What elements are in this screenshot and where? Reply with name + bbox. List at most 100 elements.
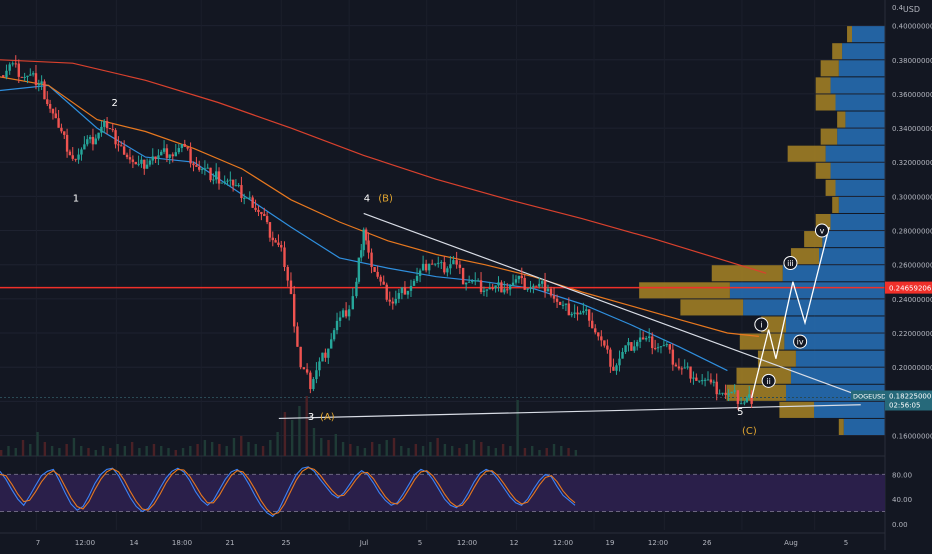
volume-bar: [523, 448, 527, 456]
volume-bar: [327, 440, 330, 456]
candle-body: [195, 165, 198, 167]
candle-body: [217, 171, 221, 184]
stoch-line: [0, 467, 576, 516]
volume-bar: [43, 442, 47, 456]
candle-body: [430, 263, 434, 265]
candle-body: [344, 310, 348, 317]
volume-profile-up: [830, 77, 885, 94]
candle-body: [80, 149, 83, 155]
volume-bar: [181, 448, 185, 456]
price-tick-label: 0.34000000: [892, 125, 932, 133]
candle-body: [120, 145, 123, 147]
candle-body: [162, 148, 166, 152]
candle-body: [621, 351, 624, 359]
volume-bar: [378, 444, 381, 456]
candle-body: [148, 160, 152, 165]
candle-body: [171, 154, 174, 157]
candle-body: [677, 366, 681, 369]
candle-body: [192, 163, 195, 166]
volume-profile-down: [815, 162, 831, 179]
volume-profile-up: [852, 26, 885, 43]
price-tick-label: 0.32000000: [892, 159, 932, 167]
volume-bar: [400, 446, 403, 456]
candle-body: [523, 278, 526, 290]
volume-bar: [247, 442, 250, 456]
volume-profile-down: [739, 333, 785, 350]
candle-body: [157, 155, 160, 159]
candle-body: [318, 361, 321, 371]
candle-body: [400, 287, 404, 294]
candle-body: [471, 281, 474, 283]
candle-body: [347, 309, 351, 317]
candle-body: [653, 348, 657, 350]
candle-body: [549, 288, 553, 296]
volume-bar: [225, 446, 228, 456]
candle-body: [736, 390, 740, 404]
candle-body: [656, 347, 660, 349]
volume-bar: [487, 446, 490, 456]
time-tick-label: 14: [130, 539, 139, 547]
candle-body: [745, 397, 748, 403]
volume-bar: [254, 444, 257, 456]
candle-body: [37, 83, 40, 86]
candle-body: [327, 348, 330, 358]
volume-bar: [116, 444, 119, 456]
volume-profile-down: [680, 299, 744, 316]
wave-circle-label: ii: [766, 377, 770, 386]
wave-label: 5: [737, 407, 743, 418]
candle-body: [671, 349, 675, 365]
volume-bar: [509, 446, 512, 456]
candle-body: [458, 264, 462, 268]
wave-label: (B): [378, 194, 393, 205]
volume-bar: [298, 406, 301, 456]
time-tick-label: 25: [282, 539, 291, 547]
candle-body: [561, 304, 565, 306]
stoch-tick-label: 40.00: [892, 496, 912, 504]
price-tick-label: 0.22000000: [892, 330, 932, 338]
candle-body: [695, 377, 698, 381]
candle-body: [526, 288, 529, 290]
candle-body: [51, 108, 55, 114]
volume-bar: [421, 446, 425, 456]
candle-body: [576, 312, 579, 315]
candle-body: [248, 197, 251, 199]
candle-body: [674, 364, 678, 367]
candle-body: [226, 180, 229, 182]
candle-body: [624, 345, 627, 352]
candle-body: [312, 379, 315, 390]
lower-trendline: [278, 404, 861, 420]
candle-body: [739, 403, 743, 405]
volume-profile-up: [784, 333, 885, 350]
candle-body: [68, 151, 72, 156]
ma-orange: [0, 76, 759, 337]
volume-bar: [436, 438, 439, 456]
wave-circle-label: iv: [797, 338, 804, 347]
volume-profile-up: [814, 401, 885, 418]
wave-circle: [814, 223, 829, 238]
stoch-band: [0, 474, 885, 512]
volume-bar: [145, 446, 148, 456]
candle-body: [177, 148, 181, 153]
candle-body: [108, 128, 112, 130]
candle-body: [203, 168, 207, 170]
candle-body: [186, 146, 189, 149]
candle-body: [128, 157, 132, 160]
wave-label: 2: [112, 98, 118, 109]
candle-body: [305, 369, 309, 373]
time-tick-label: 18:00: [172, 539, 192, 547]
candle-body: [283, 247, 286, 267]
candle-body: [131, 159, 135, 162]
candle-body: [689, 366, 692, 379]
candle-body: [309, 372, 312, 390]
volume-bar: [407, 448, 410, 456]
candle-body: [220, 182, 224, 184]
volume-bar: [472, 440, 476, 456]
volume-profile-up: [835, 94, 885, 111]
wave-label: (A): [320, 412, 335, 423]
candle-body: [268, 222, 272, 238]
candle-body: [491, 287, 494, 289]
candle-body: [506, 289, 509, 291]
candle-body: [409, 285, 413, 291]
